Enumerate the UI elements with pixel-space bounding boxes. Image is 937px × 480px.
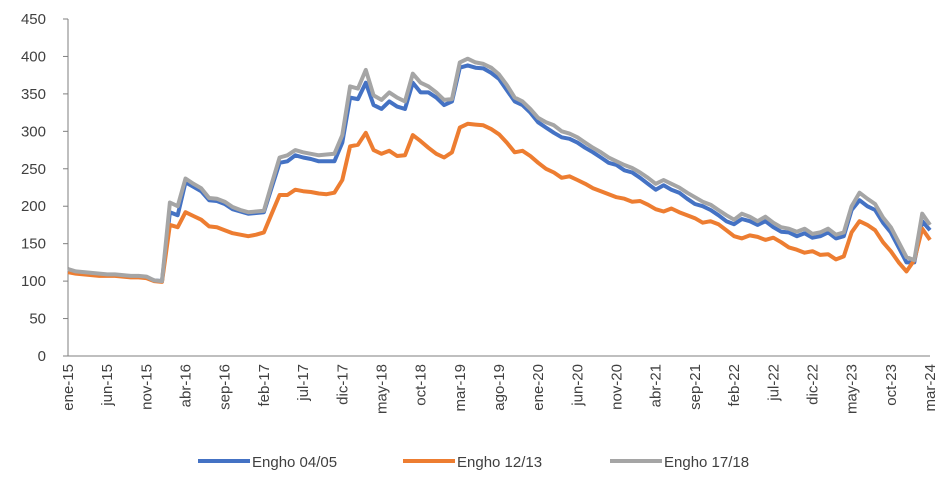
y-tick-label: 50 (29, 311, 46, 328)
x-tick-label: abr-21 (648, 364, 665, 407)
x-tick-label: feb-17 (256, 364, 273, 407)
y-tick-label: 100 (21, 273, 46, 290)
x-tick-label: sep-21 (687, 364, 704, 410)
legend-label: Engho 12/13 (457, 454, 542, 471)
y-tick-label: 400 (21, 48, 46, 65)
x-tick-label: oct-18 (413, 364, 430, 406)
y-tick-label: 250 (21, 161, 46, 178)
legend-label: Engho 17/18 (664, 454, 749, 471)
x-tick-label: dic-17 (334, 364, 351, 405)
y-tick-label: 450 (21, 11, 46, 28)
x-tick-label: ene-20 (530, 364, 547, 411)
y-tick-label: 200 (21, 198, 46, 215)
y-tick-label: 150 (21, 236, 46, 253)
x-tick-label: jun-15 (99, 364, 116, 407)
x-tick-label: jun-20 (569, 364, 586, 407)
series-line (67, 56, 932, 284)
x-tick-label: sep-16 (217, 364, 234, 410)
y-tick-label: 0 (38, 348, 46, 365)
x-tick-label: nov-20 (609, 364, 626, 410)
x-tick-label: ene-15 (60, 364, 77, 411)
x-tick-label: abr-16 (178, 364, 195, 407)
x-tick-label: feb-22 (726, 364, 743, 407)
x-tick-label: oct-23 (883, 364, 900, 406)
y-tick-label: 300 (21, 123, 46, 140)
legend-label: Engho 04/05 (252, 454, 337, 471)
x-tick-label: may-23 (844, 364, 861, 414)
x-tick-label: nov-15 (138, 364, 155, 410)
x-tick-label: may-18 (373, 364, 390, 414)
x-tick-label: mar-19 (452, 364, 469, 412)
series-line (67, 121, 932, 284)
x-tick-label: jul-17 (295, 364, 312, 402)
x-tick-label: mar-24 (922, 364, 937, 412)
y-tick-label: 350 (21, 86, 46, 103)
x-tick-label: dic-22 (804, 364, 821, 405)
series-line (67, 63, 932, 284)
x-tick-label: jul-22 (765, 364, 782, 402)
x-tick-label: ago-19 (491, 364, 508, 411)
